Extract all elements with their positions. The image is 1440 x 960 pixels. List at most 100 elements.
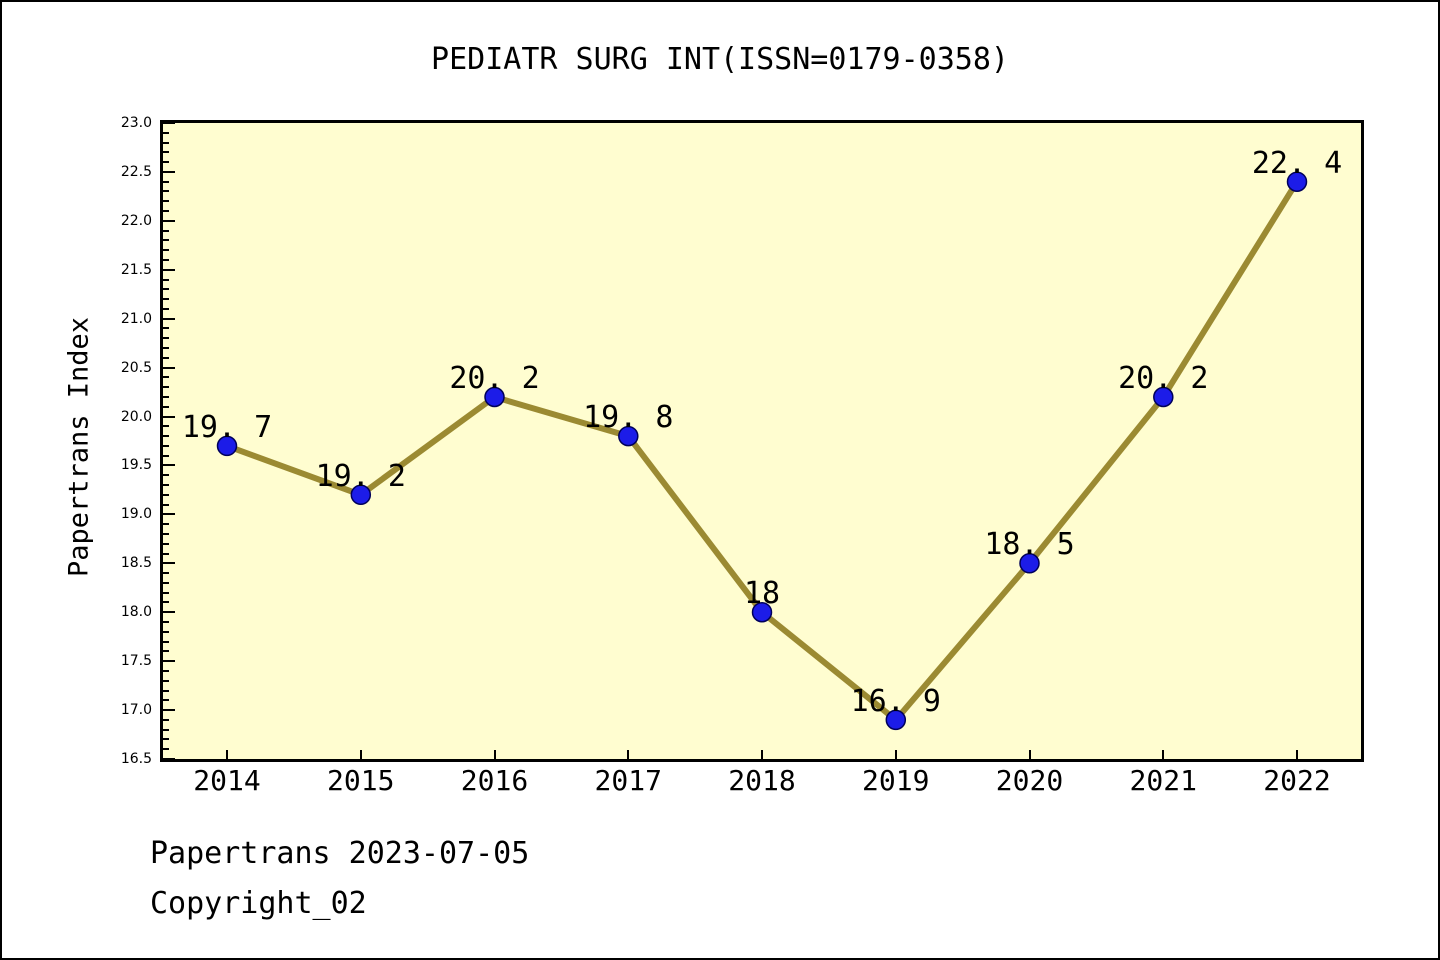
line-series-svg bbox=[216, 171, 1308, 731]
y-major-tick bbox=[163, 464, 175, 467]
y-minor-tick bbox=[163, 484, 169, 487]
y-minor-tick bbox=[163, 621, 169, 623]
x-major-tick bbox=[1296, 750, 1298, 759]
y-minor-tick bbox=[163, 288, 169, 291]
y-tick-label: 18.0 bbox=[120, 604, 152, 621]
x-tick-label: 2021 bbox=[1129, 764, 1197, 797]
x-major-tick bbox=[359, 750, 362, 759]
x-major-tick bbox=[1028, 750, 1031, 759]
data-point-label: 18. 5 bbox=[984, 527, 1075, 563]
y-minor-tick bbox=[163, 474, 169, 477]
y-minor-tick bbox=[163, 738, 169, 741]
data-point bbox=[751, 601, 773, 623]
y-minor-tick bbox=[163, 650, 169, 653]
y-minor-tick bbox=[163, 258, 169, 261]
x-tick-label: 2014 bbox=[193, 764, 261, 797]
y-minor-tick bbox=[163, 376, 169, 379]
y-minor-tick bbox=[163, 425, 169, 428]
x-tick-label: 2019 bbox=[862, 764, 930, 797]
y-major-tick bbox=[163, 513, 175, 516]
y-minor-tick bbox=[163, 327, 169, 330]
y-major-tick bbox=[163, 268, 175, 271]
x-tick-label: 2018 bbox=[728, 764, 796, 797]
data-point-label: 20. 2 bbox=[449, 360, 540, 396]
y-tick-label: 17.5 bbox=[120, 653, 152, 670]
y-minor-tick bbox=[163, 239, 169, 242]
y-minor-tick bbox=[163, 630, 169, 633]
y-minor-tick bbox=[163, 591, 169, 594]
data-point bbox=[618, 425, 639, 447]
y-tick-label: 22.0 bbox=[120, 212, 152, 229]
y-tick-label: 22.5 bbox=[120, 163, 152, 180]
y-minor-tick bbox=[163, 728, 169, 731]
y-minor-tick bbox=[163, 131, 169, 134]
y-tick-label: 20.5 bbox=[120, 359, 152, 376]
y-tick-label: 17.0 bbox=[120, 702, 152, 719]
y-minor-tick bbox=[163, 601, 169, 604]
data-point bbox=[1153, 386, 1174, 408]
y-minor-tick bbox=[163, 249, 169, 252]
y-major-tick bbox=[163, 611, 175, 614]
data-point-label: 16. 9 bbox=[850, 683, 941, 719]
y-major-tick bbox=[163, 219, 175, 222]
y-axis-label: Papertrans Index bbox=[63, 316, 95, 578]
series-line bbox=[224, 178, 1300, 723]
y-minor-tick bbox=[163, 542, 169, 545]
data-point-label: 20. 2 bbox=[1118, 360, 1209, 396]
x-tick-label: 2016 bbox=[460, 764, 529, 797]
y-minor-tick bbox=[163, 552, 169, 555]
x-major-tick bbox=[894, 750, 897, 759]
y-minor-tick bbox=[163, 454, 169, 457]
y-tick-label: 19.0 bbox=[120, 506, 152, 523]
y-major-tick bbox=[163, 317, 175, 320]
y-minor-tick bbox=[163, 386, 169, 389]
y-tick-label: 21.5 bbox=[120, 261, 152, 278]
y-minor-tick bbox=[163, 356, 169, 359]
y-minor-tick bbox=[163, 298, 169, 301]
y-minor-tick bbox=[163, 503, 169, 506]
y-minor-tick bbox=[163, 347, 169, 350]
x-major-tick bbox=[761, 750, 763, 759]
y-minor-tick bbox=[163, 718, 169, 721]
x-major-tick bbox=[493, 750, 496, 759]
y-major-tick bbox=[163, 122, 175, 124]
data-point-label: 18 bbox=[743, 576, 781, 612]
y-tick-label: 18.5 bbox=[120, 555, 152, 572]
x-major-tick bbox=[627, 750, 630, 759]
data-point bbox=[1286, 171, 1308, 192]
y-minor-tick bbox=[163, 444, 169, 447]
y-minor-tick bbox=[163, 141, 169, 144]
footer-copyright: Copyright_02 bbox=[150, 886, 367, 921]
y-major-tick bbox=[163, 660, 175, 663]
y-minor-tick bbox=[163, 180, 169, 183]
x-tick-label: 2022 bbox=[1263, 764, 1331, 797]
y-major-tick bbox=[163, 758, 175, 760]
data-point-label: 19. 8 bbox=[583, 400, 674, 436]
data-point-label: 19. 2 bbox=[315, 458, 406, 494]
y-minor-tick bbox=[163, 405, 169, 408]
y-minor-tick bbox=[163, 395, 169, 398]
y-minor-tick bbox=[163, 190, 169, 193]
y-minor-tick bbox=[163, 689, 169, 692]
y-minor-tick bbox=[163, 532, 169, 535]
x-tick-label: 2015 bbox=[327, 764, 395, 797]
footer-source-date: Papertrans 2023-07-05 bbox=[150, 836, 530, 871]
y-minor-tick bbox=[163, 210, 169, 213]
y-minor-tick bbox=[163, 679, 169, 682]
y-major-tick bbox=[163, 366, 175, 369]
y-minor-tick bbox=[163, 640, 169, 643]
y-minor-tick bbox=[163, 151, 169, 154]
y-tick-label: 16.5 bbox=[120, 751, 152, 767]
data-point bbox=[1019, 553, 1040, 574]
y-major-tick bbox=[163, 709, 175, 712]
y-tick-label: 23.0 bbox=[120, 115, 152, 131]
y-minor-tick bbox=[163, 435, 169, 438]
y-minor-tick bbox=[163, 278, 169, 281]
y-major-tick bbox=[163, 415, 175, 418]
y-minor-tick bbox=[163, 748, 169, 751]
y-minor-tick bbox=[163, 200, 169, 203]
x-major-tick bbox=[1162, 750, 1165, 759]
data-point bbox=[350, 484, 372, 506]
plot-area bbox=[160, 120, 1364, 762]
y-minor-tick bbox=[163, 581, 169, 584]
